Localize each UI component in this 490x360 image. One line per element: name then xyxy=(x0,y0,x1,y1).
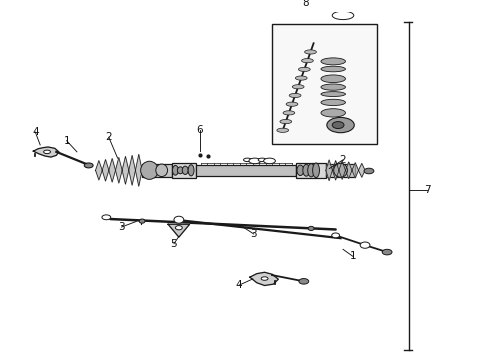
Ellipse shape xyxy=(297,165,304,176)
Text: 5: 5 xyxy=(171,239,177,249)
Ellipse shape xyxy=(141,161,158,179)
Ellipse shape xyxy=(249,158,261,164)
Text: 7: 7 xyxy=(424,185,431,195)
Text: 4: 4 xyxy=(236,280,243,290)
Ellipse shape xyxy=(382,249,392,255)
Polygon shape xyxy=(250,272,278,285)
Text: 1: 1 xyxy=(63,136,70,146)
Bar xyxy=(272,24,377,144)
Ellipse shape xyxy=(295,76,307,80)
Ellipse shape xyxy=(308,226,314,230)
Ellipse shape xyxy=(305,50,317,54)
Ellipse shape xyxy=(298,67,310,71)
Text: 3: 3 xyxy=(118,222,125,232)
Polygon shape xyxy=(96,161,102,180)
Ellipse shape xyxy=(299,279,309,284)
Text: 2: 2 xyxy=(105,132,112,142)
Bar xyxy=(172,163,196,178)
Ellipse shape xyxy=(188,165,194,176)
Ellipse shape xyxy=(102,215,111,220)
Ellipse shape xyxy=(293,85,304,89)
Ellipse shape xyxy=(261,277,268,280)
Ellipse shape xyxy=(280,120,292,124)
Text: 6: 6 xyxy=(196,125,203,135)
Ellipse shape xyxy=(327,117,354,133)
Ellipse shape xyxy=(321,75,345,82)
Ellipse shape xyxy=(321,58,345,65)
Ellipse shape xyxy=(332,122,344,129)
Ellipse shape xyxy=(334,163,347,177)
Ellipse shape xyxy=(182,166,188,175)
Ellipse shape xyxy=(84,163,93,168)
Polygon shape xyxy=(116,157,122,183)
Ellipse shape xyxy=(258,158,266,162)
Polygon shape xyxy=(345,162,352,179)
Polygon shape xyxy=(122,156,129,184)
Ellipse shape xyxy=(303,165,310,176)
Ellipse shape xyxy=(244,158,251,162)
Text: 1: 1 xyxy=(349,251,356,261)
Ellipse shape xyxy=(321,99,345,105)
Ellipse shape xyxy=(289,93,301,98)
Ellipse shape xyxy=(360,242,370,248)
Ellipse shape xyxy=(283,111,295,115)
Polygon shape xyxy=(129,155,135,185)
Text: 2: 2 xyxy=(340,155,346,165)
Ellipse shape xyxy=(313,163,319,177)
Ellipse shape xyxy=(175,226,182,230)
Ellipse shape xyxy=(321,92,345,96)
Ellipse shape xyxy=(332,233,340,238)
Ellipse shape xyxy=(177,167,183,174)
Bar xyxy=(296,163,326,178)
Polygon shape xyxy=(135,154,142,186)
Bar xyxy=(326,164,355,176)
Polygon shape xyxy=(339,161,345,179)
Polygon shape xyxy=(332,161,339,180)
Ellipse shape xyxy=(277,128,289,132)
Ellipse shape xyxy=(321,84,345,90)
Ellipse shape xyxy=(44,150,50,154)
Text: 8: 8 xyxy=(302,0,309,8)
Polygon shape xyxy=(359,163,365,177)
Ellipse shape xyxy=(264,158,275,164)
Ellipse shape xyxy=(174,216,184,223)
Ellipse shape xyxy=(139,219,145,223)
Text: 4: 4 xyxy=(32,127,39,137)
Polygon shape xyxy=(168,224,190,237)
Ellipse shape xyxy=(301,59,313,63)
Ellipse shape xyxy=(364,168,374,174)
Bar xyxy=(142,164,172,176)
Polygon shape xyxy=(352,163,359,178)
Bar xyxy=(196,165,296,176)
Polygon shape xyxy=(33,147,59,157)
Ellipse shape xyxy=(321,66,345,72)
Ellipse shape xyxy=(332,11,354,19)
Ellipse shape xyxy=(308,164,315,177)
Ellipse shape xyxy=(286,102,298,106)
Polygon shape xyxy=(102,159,109,181)
Ellipse shape xyxy=(156,164,168,176)
Polygon shape xyxy=(326,160,332,181)
Polygon shape xyxy=(109,158,116,182)
Ellipse shape xyxy=(172,166,178,175)
Ellipse shape xyxy=(321,109,345,117)
Text: 3: 3 xyxy=(250,229,257,239)
